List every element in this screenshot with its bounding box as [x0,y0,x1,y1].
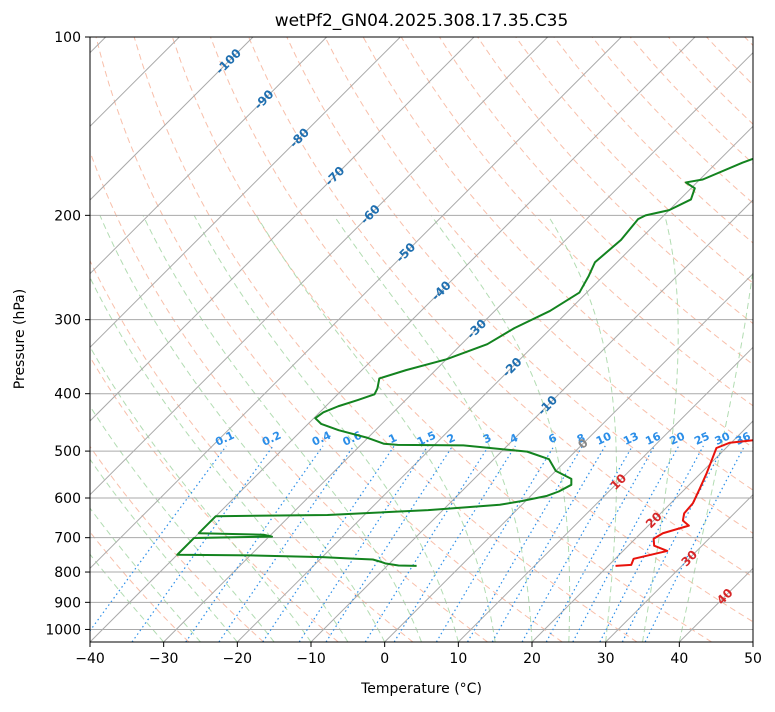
y-tick-label: 300 [54,313,81,329]
x-tick-label: 20 [523,651,541,667]
y-tick-label: 700 [54,531,81,547]
x-tick-label: −40 [75,651,105,667]
x-tick-label: 30 [597,651,615,667]
y-axis-label: Pressure (hPa) [12,289,28,389]
x-tick-label: 40 [670,651,688,667]
x-tick-label: −30 [149,651,179,667]
y-tick-label: 1000 [45,622,81,638]
x-tick-label: 0 [380,651,389,667]
y-tick-label: 200 [54,208,81,224]
x-axis-label: Temperature (°C) [360,681,482,697]
x-tick-label: 10 [449,651,467,667]
y-tick-label: 400 [54,387,81,403]
x-tick-label: −10 [296,651,326,667]
x-tick-label: −20 [223,651,253,667]
y-tick-label: 800 [54,565,81,581]
y-tick-label: 100 [54,30,81,46]
y-tick-label: 600 [54,491,81,507]
chart-title: wetPf2_GN04.2025.308.17.35.C35 [275,11,569,31]
y-tick-label: 900 [54,595,81,611]
x-tick-label: 50 [744,651,762,667]
y-tick-label: 500 [54,444,81,460]
